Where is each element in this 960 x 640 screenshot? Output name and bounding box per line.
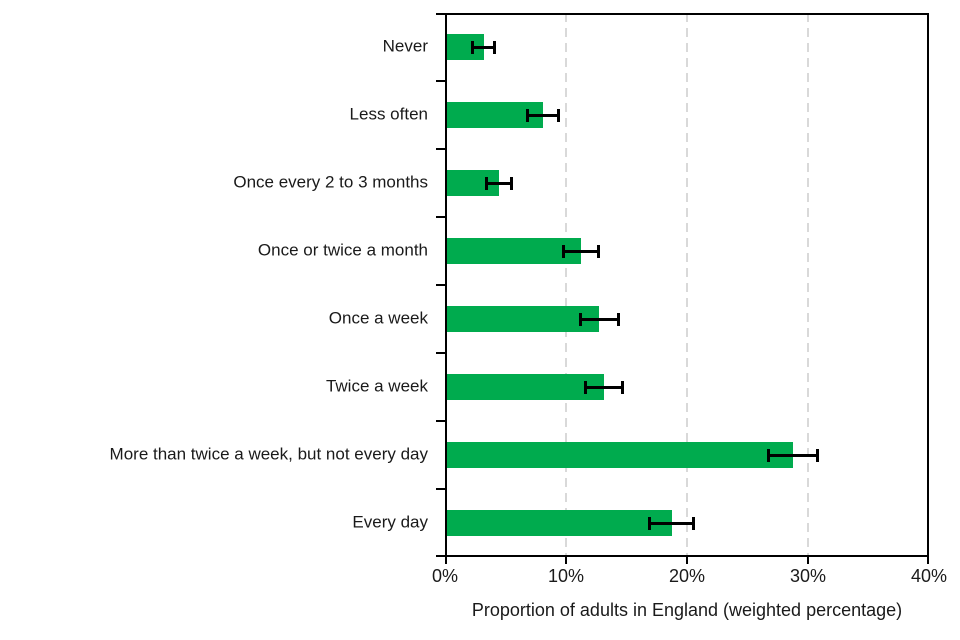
error-bar-cap-high [816, 448, 820, 462]
error-bar-line [585, 385, 623, 389]
error-bar-cap-low [583, 380, 587, 394]
y-axis-tick [436, 148, 445, 150]
bar [445, 238, 581, 264]
category-label: Less often [349, 104, 428, 124]
x-axis-tick [445, 557, 447, 564]
y-axis-tick [436, 216, 445, 218]
error-bar-cap-high [616, 312, 620, 326]
x-axis-tick-label: 20% [668, 566, 706, 586]
x-axis-tick-label: 10% [547, 566, 585, 586]
y-axis-tick [436, 284, 445, 286]
category-label: Once a week [328, 308, 428, 328]
category-label: Every day [352, 512, 428, 532]
x-axis-tick [807, 557, 809, 564]
error-bar-cap-high [621, 380, 625, 394]
y-axis-tick [436, 80, 445, 82]
x-axis-tick [927, 557, 929, 564]
category-label: More than twice a week, but not every da… [109, 444, 428, 464]
category-label: Once every 2 to 3 months [233, 172, 428, 192]
error-bar-line [486, 181, 512, 185]
gridline [807, 13, 809, 557]
y-axis-tick [436, 488, 445, 490]
error-bar-cap-low [484, 176, 488, 190]
y-axis-tick [436, 13, 445, 15]
x-axis-tick-label: 30% [789, 566, 827, 586]
error-bar-cap-high [691, 516, 695, 530]
error-bar-cap-low [525, 108, 529, 122]
error-bar-cap-low [562, 244, 566, 258]
error-bar-line [580, 317, 619, 321]
category-label: Never [382, 36, 428, 56]
error-bar-cap-low [579, 312, 583, 326]
error-bar-cap-low [766, 448, 770, 462]
category-label: Once or twice a month [257, 240, 428, 260]
y-axis-tick [436, 352, 445, 354]
gridline [565, 13, 567, 557]
x-axis-tick-label: 0% [431, 566, 459, 586]
x-axis-tick-label: 40% [910, 566, 948, 586]
bar [445, 442, 794, 468]
y-axis-tick [436, 420, 445, 422]
error-bar-line [527, 113, 559, 117]
error-bar-cap-high [493, 40, 497, 54]
error-bar-cap-low [471, 40, 475, 54]
category-label: Twice a week [325, 376, 428, 396]
plot-area [436, 13, 929, 564]
error-bar-cap-low [647, 516, 651, 530]
error-bar-cap-high [597, 244, 601, 258]
bar [445, 306, 599, 332]
error-bar-line [768, 453, 818, 457]
error-bar-cap-high [510, 176, 514, 190]
error-bar-cap-high [557, 108, 561, 122]
x-axis-tick [686, 557, 688, 564]
error-bar-line [649, 521, 694, 525]
gridline [686, 13, 688, 557]
bar [445, 374, 604, 400]
bar [445, 510, 673, 536]
error-bar-line [472, 45, 495, 49]
y-axis-tick [436, 555, 445, 557]
error-bar-line [563, 249, 599, 253]
x-axis-tick [565, 557, 567, 564]
x-axis-title: Proportion of adults in England (weighte… [471, 600, 903, 620]
